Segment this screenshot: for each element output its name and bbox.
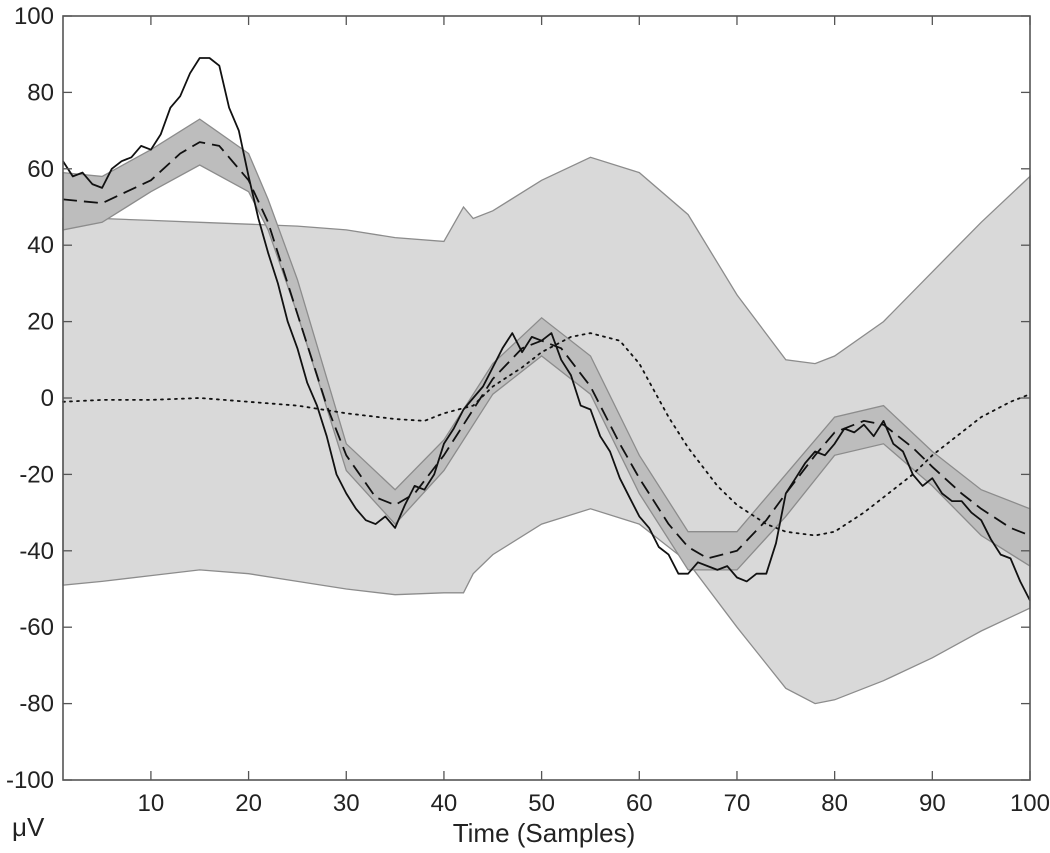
y-axis-label: μV (12, 812, 45, 842)
x-tick-label: 30 (333, 790, 360, 817)
x-axis-ticks: 10 20 30 40 50 60 70 80 90 100 (138, 16, 1050, 817)
y-tick-label: -100 (6, 767, 54, 794)
x-tick-label: 100 (1010, 790, 1050, 817)
data-series (62, 57, 1031, 601)
y-tick-label: 100 (14, 3, 54, 30)
x-axis-label: Time (Samples) (453, 818, 636, 848)
dashed-series-line (62, 141, 1031, 560)
x-tick-label: 10 (138, 790, 165, 817)
x-tick-label: 60 (626, 790, 653, 817)
y-tick-label: 0 (41, 385, 54, 412)
x-tick-label: 80 (821, 790, 848, 817)
x-tick-label: 70 (724, 790, 751, 817)
y-tick-label: 40 (27, 232, 54, 259)
y-tick-label: 60 (27, 156, 54, 183)
solid-series-line (62, 57, 1031, 601)
y-tick-label: -40 (19, 538, 54, 565)
y-tick-label: -20 (19, 461, 54, 488)
y-tick-label: 80 (27, 79, 54, 106)
y-tick-label: 20 (27, 309, 54, 336)
dotted-series-line (62, 332, 1031, 537)
x-tick-label: 40 (431, 790, 458, 817)
x-tick-label: 20 (235, 790, 262, 817)
y-axis-ticks: 100 80 60 40 20 0 -20 -40 -60 -80 -100 (6, 3, 1030, 794)
x-tick-label: 90 (919, 790, 946, 817)
y-tick-label: -60 (19, 614, 54, 641)
y-tick-label: -80 (19, 691, 54, 718)
x-tick-label: 50 (528, 790, 555, 817)
